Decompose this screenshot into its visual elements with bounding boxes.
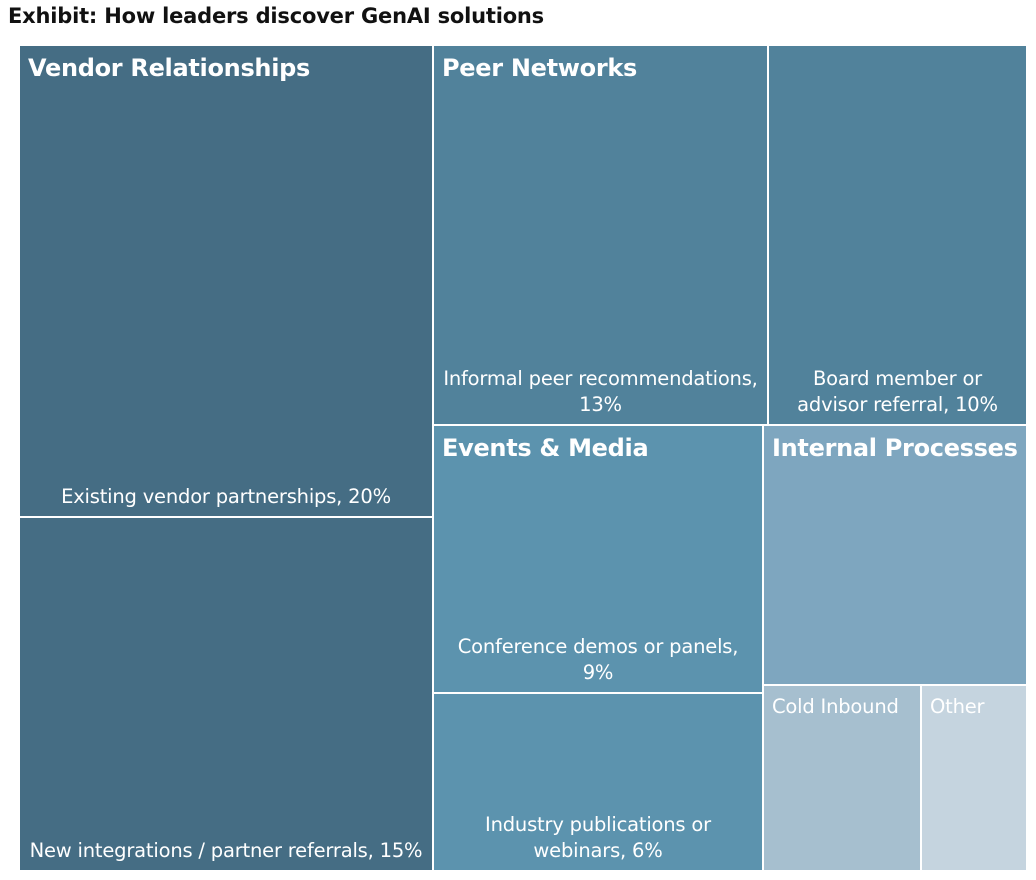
tile-label: New integrations / partner referrals, 15… — [29, 839, 423, 862]
tile-label: Cold Inbound — [772, 695, 899, 718]
group-label: Peer Networks — [442, 54, 638, 82]
tile-label: Existing vendor partnerships, 20% — [61, 485, 391, 508]
treemap-tile — [764, 426, 1026, 684]
group-label: Events & Media — [442, 434, 649, 462]
treemap-tile: Industry publications or webinars, 6% — [434, 694, 762, 870]
treemap-tile: Existing vendor partnerships, 20% — [20, 46, 432, 516]
treemap-tile: Informal peer recommendations, 13% — [434, 46, 767, 424]
treemap-tile: Conference demos or panels, 9% — [434, 426, 762, 692]
tile-label: Informal peer recommendations, 13% — [443, 367, 758, 416]
tile-label: Board member or advisor referral, 10% — [797, 367, 998, 416]
tile-label: Other — [930, 695, 985, 718]
treemap-tile: Board member or advisor referral, 10% — [769, 46, 1026, 424]
treemap-tile: Other — [922, 686, 1026, 870]
tile-label: Industry publications or webinars, 6% — [485, 813, 711, 862]
group-label: Vendor Relationships — [28, 54, 311, 82]
treemap-tile: New integrations / partner referrals, 15… — [20, 518, 432, 870]
group-label: Internal Processes — [772, 434, 1018, 462]
tile-label: Conference demos or panels, 9% — [457, 635, 739, 684]
treemap-tile: Cold Inbound — [764, 686, 920, 870]
chart-title: Exhibit: How leaders discover GenAI solu… — [8, 4, 544, 28]
